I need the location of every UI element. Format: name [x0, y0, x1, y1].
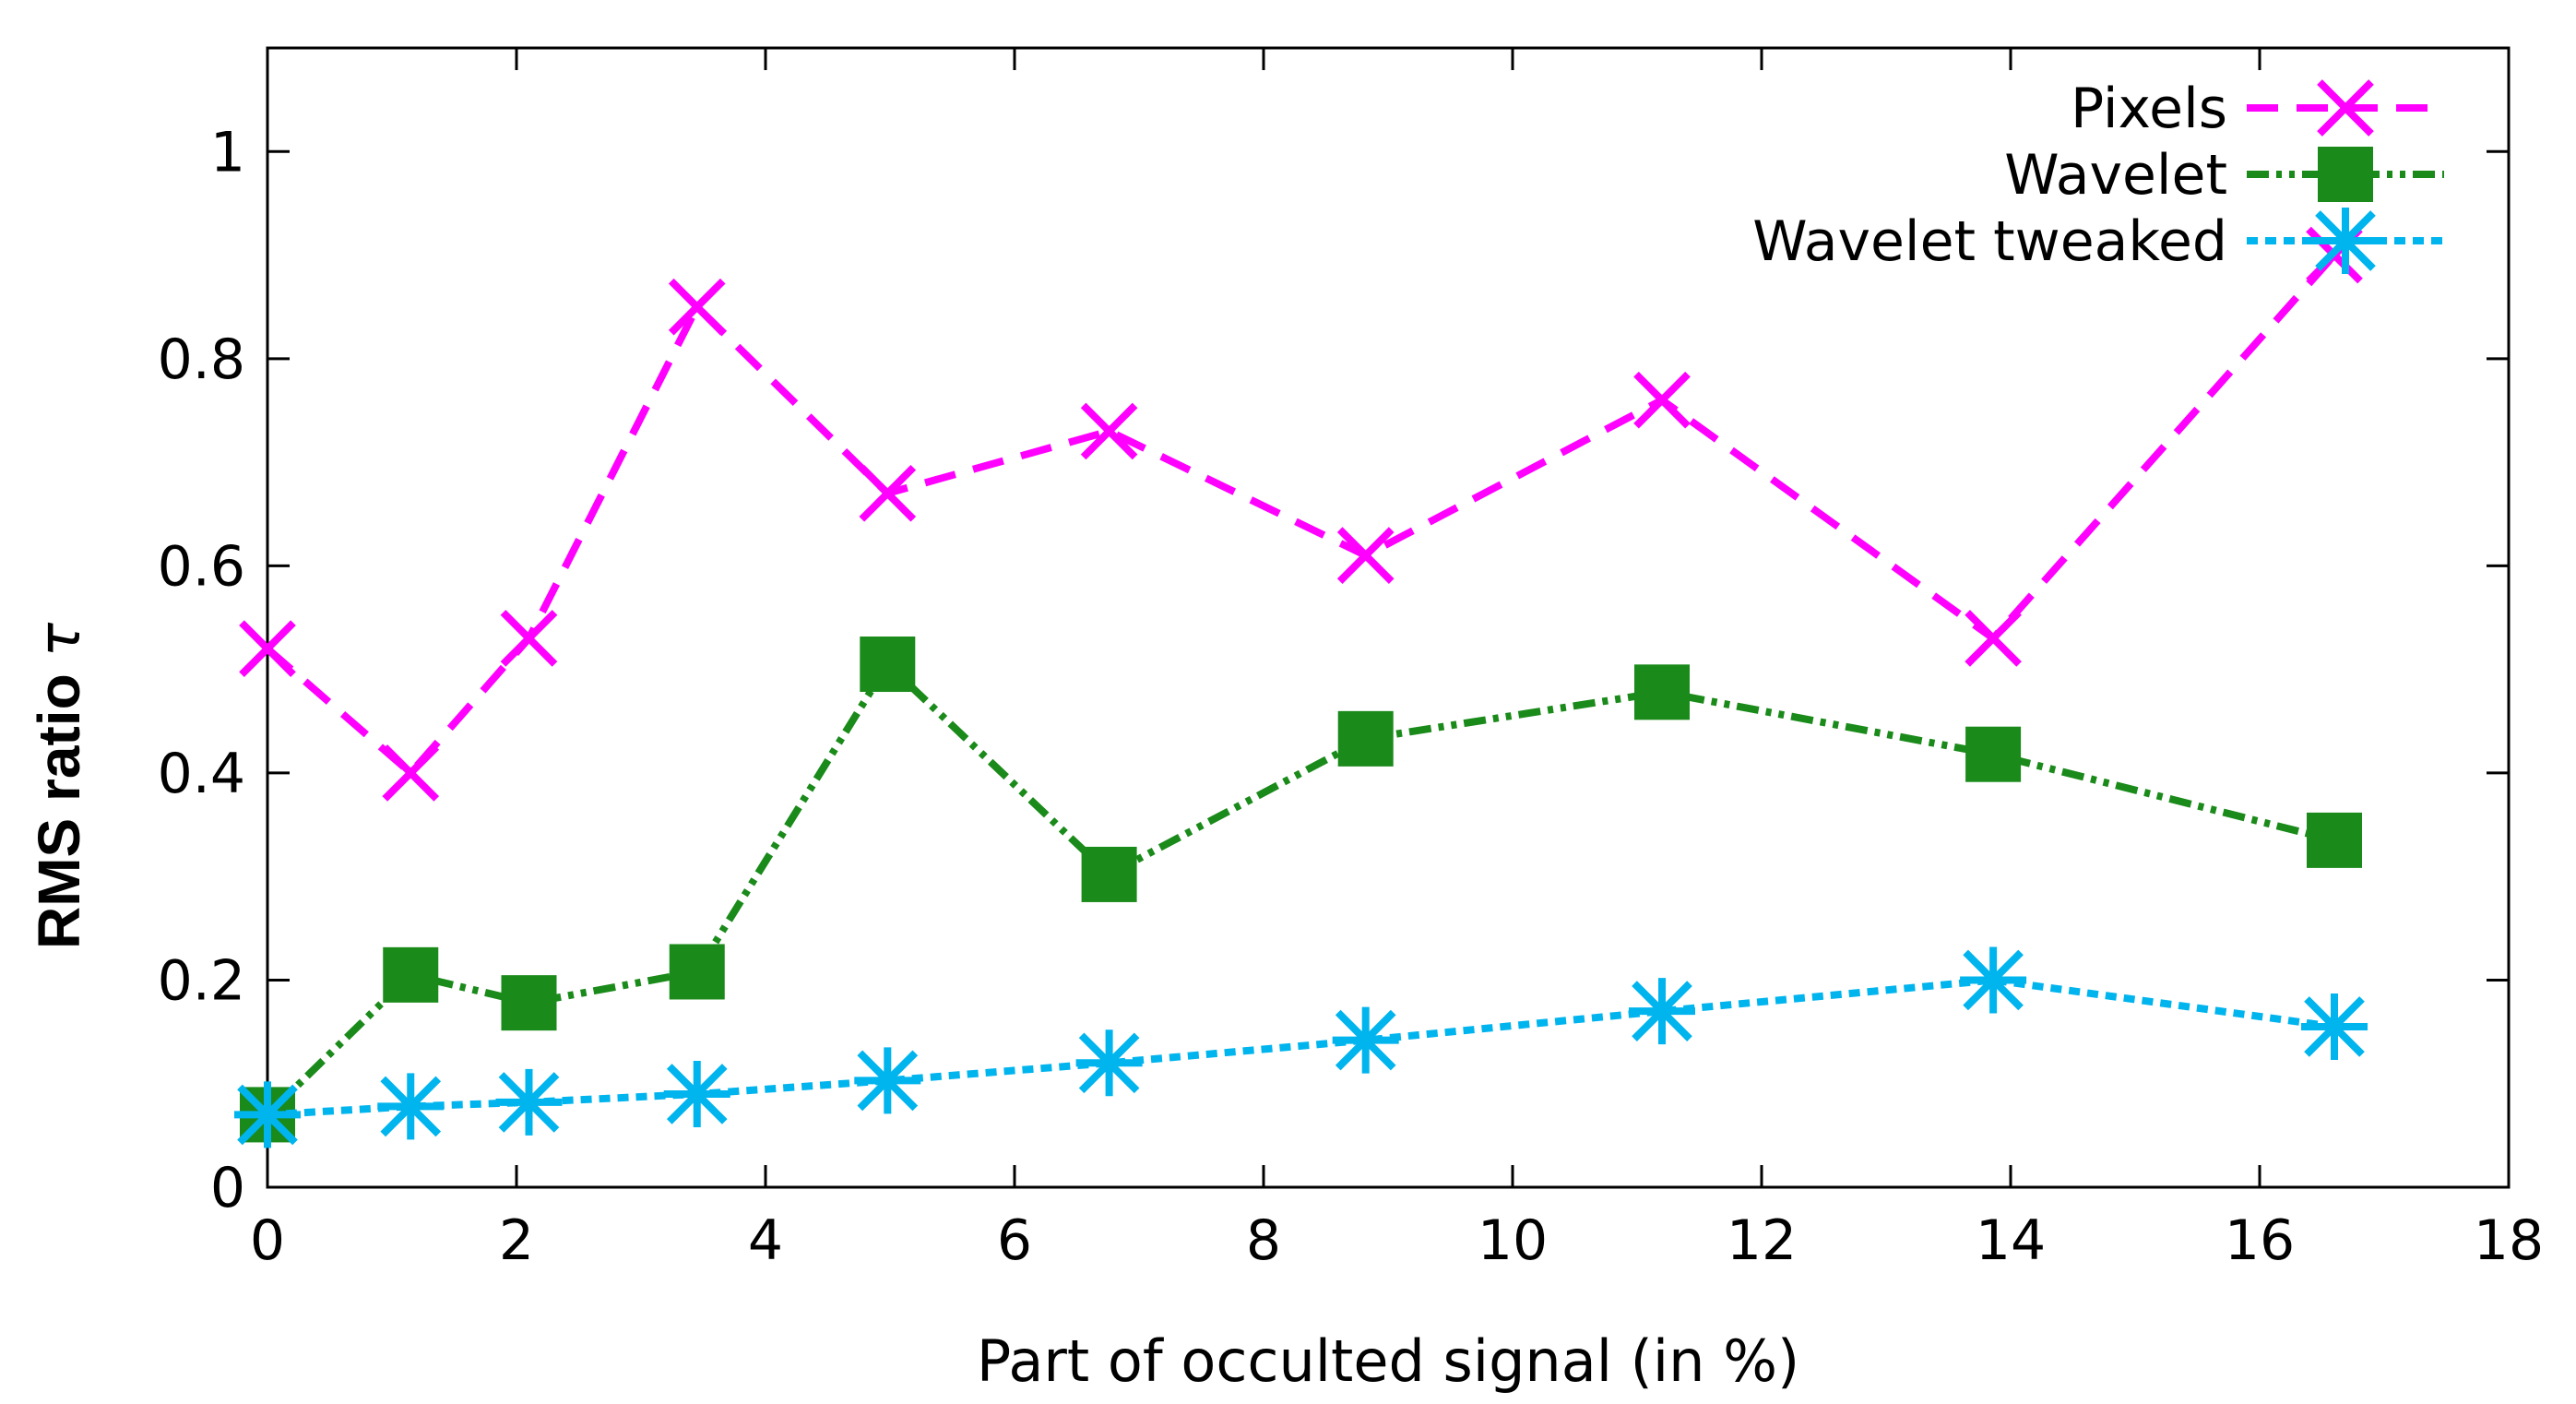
marker-stroke: [500, 610, 558, 667]
data-point: [1332, 1006, 1399, 1074]
data-point: [854, 1047, 921, 1114]
data-point: [1075, 1029, 1143, 1097]
marker-stroke: [859, 464, 917, 522]
marker-square: [501, 975, 557, 1031]
data-point: [1634, 664, 1690, 720]
series-pixels: [239, 226, 2363, 802]
legend-entry: Wavelet: [2004, 143, 2444, 208]
marker-stroke: [1633, 371, 1691, 429]
data-point: [239, 620, 296, 678]
y-tick-label: 0.6: [158, 534, 245, 599]
x-tick-label: 12: [1727, 1208, 1797, 1273]
y-axis-title: RMS ratio τ: [26, 622, 93, 949]
y-axis-title-symbol: τ: [26, 622, 93, 657]
marker-stroke: [668, 278, 726, 336]
data-point: [1336, 527, 1395, 584]
legend-entry: Pixels: [2071, 77, 2444, 141]
data-point: [1337, 710, 1394, 767]
marker-stroke: [1336, 527, 1395, 584]
marker-stroke: [2317, 79, 2374, 137]
x-tick-label: 10: [1478, 1208, 1548, 1273]
legend-marker: [2312, 208, 2379, 274]
marker-stroke: [1080, 402, 1138, 460]
marker-square: [1337, 710, 1394, 767]
marker-stroke: [1965, 610, 2022, 667]
data-point: [383, 946, 439, 1003]
data-point: [1629, 978, 1695, 1045]
data-point: [495, 1068, 563, 1136]
x-tick-label: 2: [499, 1208, 534, 1273]
y-axis-title-text: RMS ratio: [26, 673, 92, 949]
data-point: [377, 1073, 445, 1140]
data-point: [668, 278, 726, 336]
marker-square: [383, 946, 439, 1003]
data-point: [382, 744, 440, 802]
plot-frame: [266, 46, 2511, 1189]
plot-area: 0 2 4 6 8 10 12 14 16 18 0 0.2 0.4 0.6 0.8 1: [158, 46, 2544, 1273]
data-point: [669, 944, 725, 1000]
series-layer: [234, 226, 2368, 1148]
data-point: [2301, 993, 2368, 1060]
series-wavelet: [240, 637, 2362, 1143]
legend-label: Pixels: [2071, 77, 2227, 141]
marker-square: [1965, 726, 2022, 782]
x-tick-label: 8: [1246, 1208, 1281, 1273]
marker-square: [2318, 147, 2373, 202]
series-line: [265, 252, 2337, 777]
marker-square: [2307, 812, 2362, 868]
x-tick-label: 6: [997, 1208, 1032, 1273]
data-point: [501, 975, 557, 1031]
data-point: [860, 637, 916, 693]
series-line: [265, 660, 2335, 1118]
data-point: [500, 610, 558, 667]
legend-marker: [2318, 147, 2373, 202]
data-point: [859, 464, 917, 522]
y-tick-label: 0.8: [158, 327, 245, 392]
series-wavelet-tweaked: [234, 946, 2368, 1148]
y-tick-label: 0.2: [158, 948, 245, 1013]
data-point: [234, 1081, 301, 1148]
marker-stroke: [382, 744, 440, 802]
legend-label: Wavelet: [2004, 143, 2227, 208]
x-tick-label: 16: [2225, 1208, 2295, 1273]
data-point: [1081, 846, 1137, 902]
x-tick-label: 4: [748, 1208, 783, 1273]
y-tick-label: 0: [210, 1156, 245, 1220]
data-point: [1633, 371, 1691, 429]
y-tick-label: 0.4: [158, 742, 245, 806]
marker-square: [860, 637, 916, 693]
x-tick-label: 18: [2474, 1208, 2544, 1273]
data-point: [1965, 610, 2022, 667]
data-point: [1960, 946, 2027, 1014]
x-tick-label: 14: [1976, 1208, 2046, 1273]
legend-entry: Wavelet tweaked: [1752, 208, 2444, 274]
data-point: [1965, 726, 2022, 782]
legend-label: Wavelet tweaked: [1752, 209, 2227, 274]
data-point: [2307, 812, 2362, 868]
x-axis-title: Part of occulted signal (in %): [977, 1327, 1799, 1395]
y-tick-label: 1: [210, 120, 245, 184]
data-point: [1080, 402, 1138, 460]
marker-square: [1634, 664, 1690, 720]
data-point: [663, 1060, 730, 1127]
x-tick-label: 0: [250, 1208, 285, 1273]
series-line: [267, 976, 2335, 1119]
marker-square: [1081, 846, 1137, 902]
marker-stroke: [239, 620, 296, 678]
legend-marker: [2317, 79, 2374, 137]
marker-square: [669, 944, 725, 1000]
